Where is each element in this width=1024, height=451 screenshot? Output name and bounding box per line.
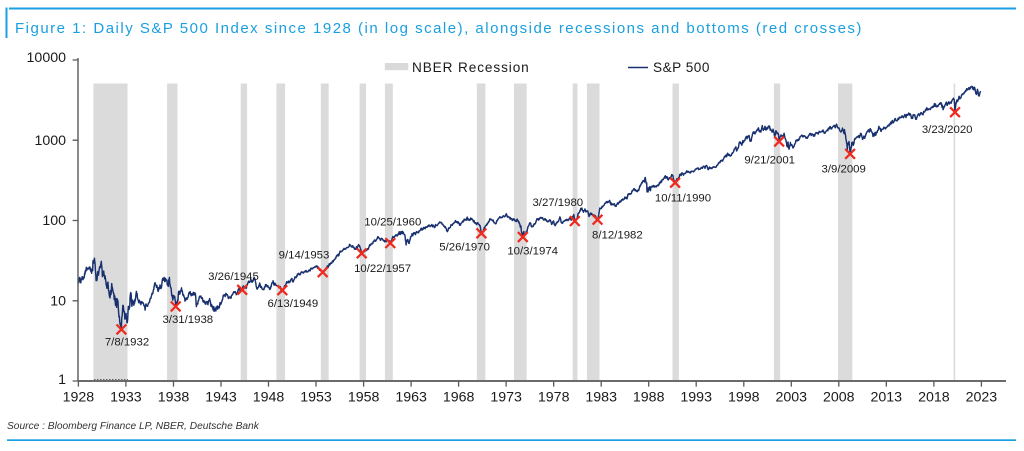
svg-text:10/11/1990: 10/11/1990 (655, 192, 711, 204)
svg-text:7/8/1932: 7/8/1932 (105, 336, 149, 348)
svg-text:1993: 1993 (680, 390, 712, 406)
svg-text:3/27/1980: 3/27/1980 (532, 197, 583, 209)
svg-text:3/9/2009: 3/9/2009 (822, 164, 866, 176)
svg-text:6/13/1949: 6/13/1949 (268, 298, 319, 310)
svg-text:1948: 1948 (253, 390, 285, 406)
svg-text:2008: 2008 (823, 390, 855, 406)
svg-text:1988: 1988 (633, 390, 665, 406)
svg-text:1000: 1000 (34, 133, 66, 149)
svg-text:1943: 1943 (205, 390, 237, 406)
svg-text:10000: 10000 (27, 50, 67, 66)
svg-text:9/14/1953: 9/14/1953 (279, 249, 330, 261)
svg-text:NBER Recession: NBER Recession (412, 60, 530, 75)
svg-text:Figure 1: Daily S&P 500 Index: Figure 1: Daily S&P 500 Index since 1928… (15, 20, 863, 37)
svg-text:1963: 1963 (395, 390, 427, 406)
svg-text:2018: 2018 (918, 390, 950, 406)
svg-text:10/25/1960: 10/25/1960 (364, 216, 421, 228)
svg-text:2003: 2003 (776, 390, 808, 406)
svg-text:3/23/2020: 3/23/2020 (922, 124, 973, 136)
svg-text:Source : Bloomberg Finance LP,: Source : Bloomberg Finance LP, NBER, Deu… (7, 421, 260, 432)
svg-text:1928: 1928 (63, 390, 95, 406)
svg-text:5/26/1970: 5/26/1970 (439, 241, 490, 253)
svg-text:1958: 1958 (348, 390, 380, 406)
svg-text:3/31/1938: 3/31/1938 (162, 314, 213, 326)
svg-text:1933: 1933 (110, 390, 142, 406)
svg-text:2023: 2023 (966, 390, 998, 406)
svg-text:1953: 1953 (300, 390, 332, 406)
svg-text:1: 1 (58, 372, 66, 388)
svg-text:1968: 1968 (443, 390, 475, 406)
svg-text:1978: 1978 (538, 390, 570, 406)
svg-text:10/22/1957: 10/22/1957 (354, 263, 411, 275)
svg-text:100: 100 (42, 213, 66, 229)
svg-text:S&P 500: S&P 500 (653, 60, 710, 75)
svg-text:9/21/2001: 9/21/2001 (744, 154, 795, 166)
svg-text:3/26/1945: 3/26/1945 (208, 271, 259, 283)
svg-text:1938: 1938 (158, 390, 190, 406)
svg-text:2013: 2013 (871, 390, 903, 406)
svg-text:10: 10 (50, 293, 66, 309)
svg-text:1973: 1973 (490, 390, 522, 406)
svg-text:1983: 1983 (585, 390, 617, 406)
svg-text:1998: 1998 (728, 390, 760, 406)
svg-text:10/3/1974: 10/3/1974 (507, 245, 558, 257)
svg-text:8/12/1982: 8/12/1982 (592, 230, 643, 242)
